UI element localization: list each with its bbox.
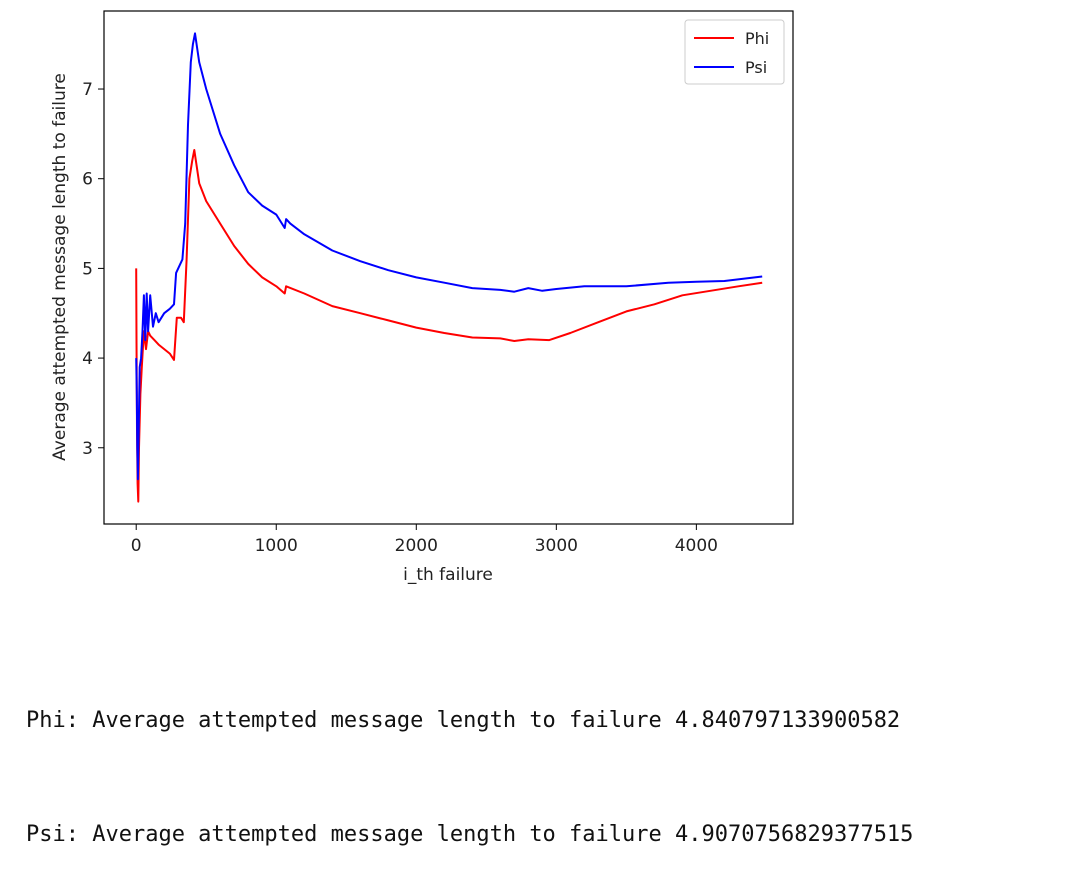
y-tick-label: 7	[82, 80, 93, 100]
plot-lines	[135, 32, 763, 503]
y-tick-label: 4	[82, 349, 93, 369]
x-tick-label: 2000	[395, 536, 438, 556]
series-line-phi	[135, 149, 763, 503]
x-tick-label: 3000	[535, 536, 578, 556]
y-axis-label: Average attempted message length to fail…	[50, 73, 70, 461]
phi-result-line: Phi: Average attempted message length to…	[26, 708, 901, 733]
y-tick-label: 5	[82, 259, 93, 279]
x-axis-label: i_th failure	[403, 565, 493, 585]
axes-frame	[103, 10, 794, 525]
legend-label-psi: Psi	[745, 58, 767, 77]
x-tick-label: 1000	[255, 536, 298, 556]
y-tick-label: 6	[82, 170, 93, 190]
legend: Phi Psi	[684, 19, 785, 85]
y-tick-label: 3	[82, 439, 93, 459]
series-line-psi	[135, 32, 763, 481]
line-chart: 0 1000 2000 3000 4000 3 4 5 6 7 i_th failure Ave…	[50, 10, 794, 585]
x-tick-label: 4000	[675, 536, 718, 556]
legend-label-phi: Phi	[745, 29, 769, 48]
console-output: Phi: Average attempted message length to…	[26, 626, 913, 892]
x-axis-ticks: 0 1000 2000 3000 4000	[131, 524, 718, 556]
y-axis-ticks: 3 4 5 6 7	[82, 80, 104, 459]
x-tick-label: 0	[131, 536, 142, 556]
psi-result-line: Psi: Average attempted message length to…	[26, 822, 914, 847]
